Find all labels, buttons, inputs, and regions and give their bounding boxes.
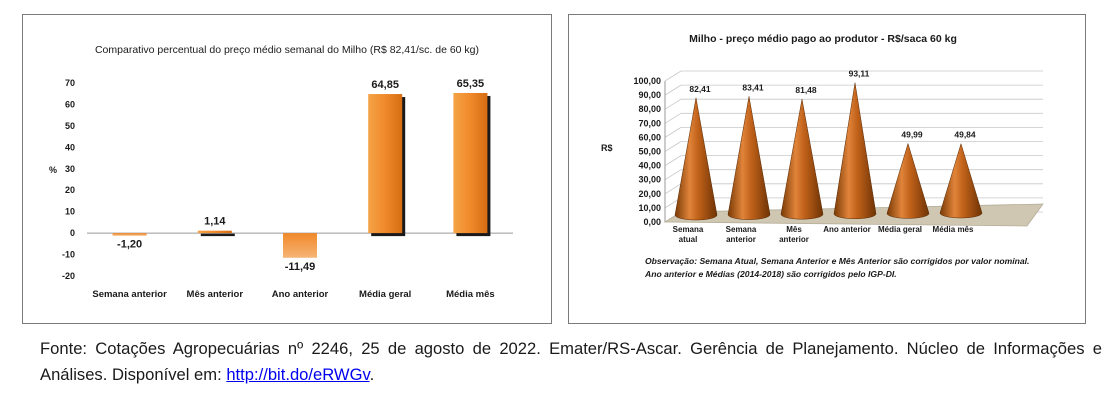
left-y-tick-label: 40 <box>65 142 75 152</box>
right-cone-value-label: 49,99 <box>901 130 923 140</box>
right-cone-bar <box>939 142 983 219</box>
left-bar <box>368 94 403 234</box>
left-bar <box>283 233 317 258</box>
source-citation: Fonte: Cotações Agropecuárias nº 2246, 2… <box>40 336 1102 388</box>
right-y-tick-label: 40,00 <box>638 161 661 171</box>
left-bar-value-label: 65,35 <box>457 78 485 90</box>
right-cone-bar <box>674 97 718 221</box>
source-link[interactable]: http://bit.do/eRWGv <box>226 365 370 384</box>
right-cone-value-label: 81,48 <box>795 85 817 95</box>
right-category-label: Semana <box>673 225 704 234</box>
right-cone-value-label: 82,41 <box>689 84 711 94</box>
right-y-tick-label: 100,00 <box>633 76 661 86</box>
left-y-tick-label: 60 <box>65 99 75 109</box>
left-y-tick-label: 10 <box>65 207 75 217</box>
left-chart-title: Comparativo percentual do preço médio se… <box>95 44 479 56</box>
right-category-label: Média mês <box>933 225 974 234</box>
right-y-tick-label: 0,00 <box>643 217 661 227</box>
right-y-tick-label: 50,00 <box>638 147 661 157</box>
left-category-label: Ano anterior <box>272 289 329 300</box>
right-cone-bar <box>886 142 930 219</box>
right-cone-bar <box>780 99 824 220</box>
right-y-tick-label: 80,00 <box>638 104 661 114</box>
left-y-tick-label: 30 <box>65 164 75 174</box>
right-grid-depth-line <box>664 98 682 110</box>
left-y-tick-label: -20 <box>62 271 75 281</box>
right-grid-depth-line <box>664 183 682 195</box>
right-category-label: Mês <box>786 225 802 234</box>
right-chart-panel: Milho - preço médio pago ao produtor - R… <box>568 14 1086 324</box>
right-y-axis-label: R$ <box>601 143 613 153</box>
right-grid-depth-line <box>664 127 682 138</box>
left-category-label: Média mês <box>446 289 495 300</box>
left-y-tick-label: -10 <box>62 250 75 260</box>
right-cone-bar <box>727 96 771 220</box>
left-category-label: Mês anterior <box>187 289 244 300</box>
left-bar <box>453 92 488 234</box>
source-end: . <box>369 365 375 384</box>
right-cone-value-label: 93,11 <box>849 69 870 79</box>
right-y-tick-label: 90,00 <box>638 90 661 100</box>
right-chart-title: Milho - preço médio pago ao produtor - R… <box>689 33 957 45</box>
left-y-tick-label: 70 <box>65 78 75 88</box>
left-bar-shadow <box>200 233 235 237</box>
left-y-tick-label: 50 <box>65 121 75 131</box>
left-bar-value-label: 1,14 <box>204 216 226 228</box>
right-grid-depth-line <box>664 155 682 166</box>
right-grid-depth-line <box>664 141 682 152</box>
left-bar-value-label: -1,20 <box>117 239 142 251</box>
right-cone-bar <box>833 82 877 220</box>
left-category-label: Semana anterior <box>92 289 167 300</box>
left-y-tick-label: 20 <box>65 185 75 195</box>
right-grid-depth-line <box>664 169 682 181</box>
left-y-tick-label: 0 <box>70 228 75 238</box>
left-bar-value-label: 64,85 <box>371 79 399 91</box>
percent-comparison-chart: Comparativo percentual do preço médio se… <box>49 44 513 300</box>
right-grid-depth-line <box>664 84 682 96</box>
right-category-label: anterior <box>726 235 756 244</box>
left-bar-value-label: -11,49 <box>285 261 316 273</box>
right-grid-depth-line <box>664 112 682 124</box>
left-y-axis-label: % <box>49 165 57 175</box>
right-y-tick-label: 20,00 <box>638 189 661 199</box>
right-category-label: Semana <box>726 225 757 234</box>
right-y-tick-label: 30,00 <box>638 175 661 185</box>
right-cone-value-label: 49,84 <box>954 130 976 140</box>
source-text: Fonte: Cotações Agropecuárias nº 2246, 2… <box>40 339 1102 384</box>
left-chart-panel: Comparativo percentual do preço médio se… <box>22 14 552 324</box>
right-grid-depth-line <box>664 70 682 82</box>
right-category-label: anterior <box>779 235 809 244</box>
right-y-tick-label: 10,00 <box>638 203 661 213</box>
chart-note: Observação: Semana Atual, Semana Anterio… <box>645 256 1030 279</box>
right-category-label: Ano anterior <box>823 225 871 234</box>
price-cone-chart: Milho - preço médio pago ao produtor - R… <box>601 33 1044 244</box>
right-category-label: atual <box>679 235 698 244</box>
right-cone-value-label: 83,41 <box>742 82 764 92</box>
left-bar <box>197 230 232 234</box>
right-y-tick-label: 70,00 <box>638 118 661 128</box>
left-bar <box>112 233 147 236</box>
left-category-label: Média geral <box>359 289 411 300</box>
right-category-label: Média geral <box>878 225 922 234</box>
right-y-tick-label: 60,00 <box>638 132 661 142</box>
